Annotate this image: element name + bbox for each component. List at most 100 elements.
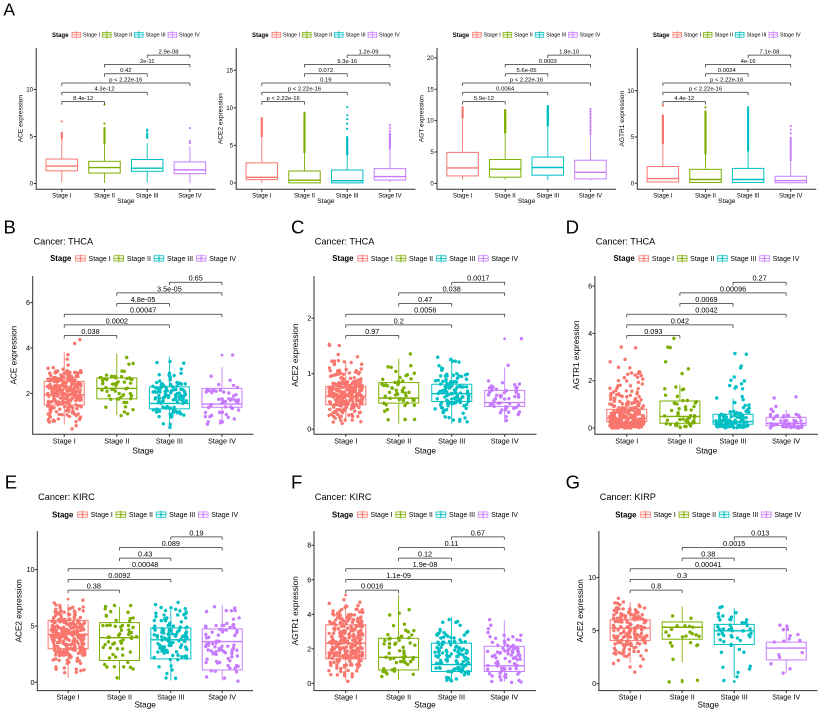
svg-text:Stage II: Stage II bbox=[294, 192, 315, 199]
svg-text:Stage II: Stage II bbox=[670, 692, 695, 701]
svg-text:p < 2.22e-16: p < 2.22e-16 bbox=[267, 96, 301, 102]
svg-text:Stage IV: Stage IV bbox=[178, 192, 202, 199]
svg-text:Stage III: Stage III bbox=[157, 692, 184, 701]
svg-text:Stage III: Stage III bbox=[449, 256, 475, 263]
svg-text:Stage IV: Stage IV bbox=[491, 512, 518, 519]
svg-text:3.5e-05: 3.5e-05 bbox=[157, 284, 182, 293]
svg-text:Stage I: Stage I bbox=[370, 512, 392, 519]
svg-text:0: 0 bbox=[31, 678, 35, 687]
svg-text:Stage II: Stage II bbox=[514, 33, 533, 39]
svg-text:Stage: Stage bbox=[718, 198, 736, 205]
svg-text:0.27: 0.27 bbox=[752, 274, 766, 283]
svg-text:0.43: 0.43 bbox=[138, 550, 152, 559]
svg-text:0.0015: 0.0015 bbox=[723, 539, 745, 548]
svg-text:Stage: Stage bbox=[414, 700, 436, 709]
svg-text:2: 2 bbox=[307, 314, 311, 323]
svg-text:Stage: Stage bbox=[696, 446, 718, 455]
svg-text:4: 4 bbox=[26, 343, 30, 352]
svg-text:6: 6 bbox=[588, 282, 592, 291]
svg-text:2: 2 bbox=[26, 389, 30, 398]
svg-text:0.00096: 0.00096 bbox=[720, 284, 746, 293]
svg-text:0: 0 bbox=[307, 425, 311, 434]
svg-text:0.093: 0.093 bbox=[644, 327, 662, 336]
svg-text:2.9e-08: 2.9e-08 bbox=[159, 50, 180, 56]
svg-text:Stage: Stage bbox=[332, 254, 354, 263]
svg-text:15: 15 bbox=[226, 67, 233, 74]
svg-text:5: 5 bbox=[230, 142, 234, 149]
svg-text:B: B bbox=[4, 217, 16, 238]
svg-text:4.3e-12: 4.3e-12 bbox=[95, 87, 115, 93]
svg-text:0.3: 0.3 bbox=[677, 571, 687, 580]
svg-text:1.8e-10: 1.8e-10 bbox=[559, 50, 580, 56]
svg-text:0: 0 bbox=[430, 180, 434, 187]
svg-text:ACE2 expression: ACE2 expression bbox=[14, 579, 23, 643]
svg-text:AGTR1 expression: AGTR1 expression bbox=[619, 90, 626, 146]
svg-text:Stage II: Stage II bbox=[94, 192, 115, 199]
svg-text:Stage IV: Stage IV bbox=[208, 692, 236, 701]
svg-text:Stage: Stage bbox=[252, 32, 269, 39]
svg-text:0.013: 0.013 bbox=[751, 528, 769, 537]
svg-text:0: 0 bbox=[592, 679, 596, 688]
svg-text:Stage: Stage bbox=[518, 198, 536, 205]
svg-text:Stage I: Stage I bbox=[453, 192, 473, 199]
svg-text:5.6e-05: 5.6e-05 bbox=[517, 68, 538, 74]
svg-text:0.19: 0.19 bbox=[320, 77, 331, 83]
svg-text:C: C bbox=[291, 217, 304, 238]
svg-text:Stage IV: Stage IV bbox=[580, 33, 601, 39]
svg-text:Stage: Stage bbox=[132, 446, 154, 455]
svg-text:5.9e-12: 5.9e-12 bbox=[474, 96, 494, 102]
svg-text:1.1e-09: 1.1e-09 bbox=[386, 571, 411, 580]
svg-text:ACE2 expression: ACE2 expression bbox=[576, 579, 585, 643]
svg-text:Stage: Stage bbox=[453, 32, 470, 39]
svg-text:1: 1 bbox=[307, 369, 311, 378]
svg-text:Stage I: Stage I bbox=[334, 437, 357, 446]
svg-text:Stage I: Stage I bbox=[371, 256, 393, 263]
svg-text:Stage: Stage bbox=[415, 446, 437, 455]
svg-text:Stage III: Stage III bbox=[730, 256, 756, 263]
svg-text:2e-11: 2e-11 bbox=[140, 59, 155, 65]
svg-text:Stage III: Stage III bbox=[546, 33, 566, 39]
svg-text:0.0024: 0.0024 bbox=[718, 68, 737, 74]
svg-text:Stage: Stage bbox=[332, 510, 354, 519]
svg-text:Stage IV: Stage IV bbox=[378, 192, 402, 199]
svg-text:p < 2.22e-16: p < 2.22e-16 bbox=[689, 87, 723, 93]
svg-text:0.0069: 0.0069 bbox=[695, 295, 717, 304]
svg-text:AGTR1 expression: AGTR1 expression bbox=[572, 320, 581, 390]
svg-text:Stage III: Stage III bbox=[438, 692, 465, 701]
svg-text:0.38: 0.38 bbox=[87, 582, 101, 591]
svg-text:Stage II: Stage II bbox=[127, 256, 151, 263]
svg-text:Stage I: Stage I bbox=[57, 692, 80, 701]
svg-text:D: D bbox=[566, 217, 579, 238]
svg-text:15: 15 bbox=[427, 86, 434, 93]
svg-text:Stage: Stage bbox=[615, 510, 637, 519]
svg-text:Stage II: Stage II bbox=[690, 256, 714, 263]
svg-text:Stage I: Stage I bbox=[684, 33, 701, 39]
svg-text:9.3e-16: 9.3e-16 bbox=[337, 59, 358, 65]
svg-text:Cancer: THCA: Cancer: THCA bbox=[315, 237, 375, 247]
svg-text:4: 4 bbox=[588, 329, 592, 338]
svg-text:Stage: Stage bbox=[52, 510, 74, 519]
svg-text:Stage II: Stage II bbox=[409, 512, 433, 519]
svg-text:0.12: 0.12 bbox=[418, 550, 432, 559]
svg-text:Stage III: Stage III bbox=[167, 256, 193, 263]
svg-text:0.65: 0.65 bbox=[189, 274, 203, 283]
svg-text:Stage IV: Stage IV bbox=[209, 256, 236, 263]
svg-text:Stage II: Stage II bbox=[692, 512, 716, 519]
svg-text:Stage I: Stage I bbox=[654, 512, 676, 519]
svg-text:Stage: Stage bbox=[50, 254, 72, 263]
svg-text:0: 0 bbox=[230, 180, 234, 187]
svg-text:Stage III: Stage III bbox=[146, 33, 166, 39]
svg-text:F: F bbox=[291, 472, 302, 493]
svg-text:Stage I: Stage I bbox=[615, 437, 638, 446]
svg-text:Stage I: Stage I bbox=[334, 692, 357, 701]
svg-text:Stage IV: Stage IV bbox=[211, 512, 238, 519]
svg-text:0.0042: 0.0042 bbox=[695, 306, 717, 315]
svg-text:Stage II: Stage II bbox=[129, 512, 153, 519]
svg-text:Stage I: Stage I bbox=[89, 256, 111, 263]
svg-text:1.9e-08: 1.9e-08 bbox=[413, 560, 438, 569]
svg-text:Cancer: THCA: Cancer: THCA bbox=[34, 237, 94, 247]
svg-text:Stage III: Stage III bbox=[169, 512, 195, 519]
svg-text:AGTR1 expression: AGTR1 expression bbox=[291, 576, 300, 646]
svg-text:0.00047: 0.00047 bbox=[130, 306, 156, 315]
svg-text:Stage III: Stage III bbox=[438, 437, 465, 446]
